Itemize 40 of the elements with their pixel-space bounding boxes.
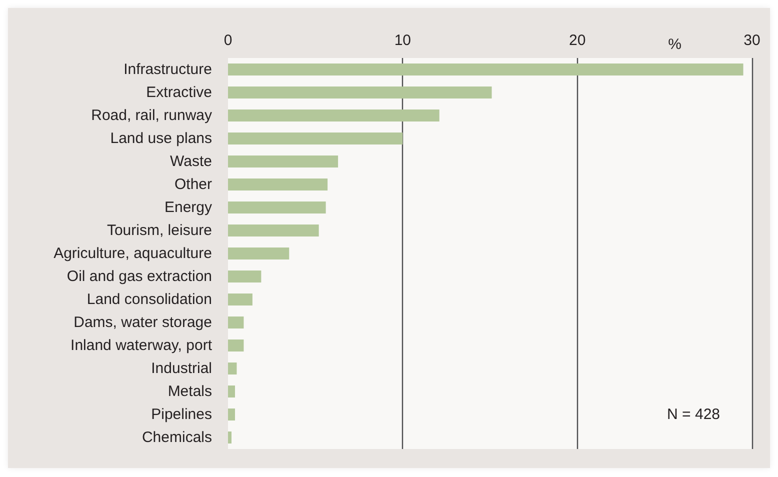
y-tick-label: Land use plans <box>110 130 212 147</box>
x-tick-label: 0 <box>224 32 232 49</box>
y-tick-label: Industrial <box>151 360 212 377</box>
y-tick-label: Dams, water storage <box>74 314 212 331</box>
y-tick-label: Metals <box>168 383 212 400</box>
bar <box>228 64 744 76</box>
bar <box>228 386 235 398</box>
y-tick-label: Tourism, leisure <box>106 222 212 239</box>
bar <box>228 178 328 190</box>
bar <box>228 408 235 420</box>
y-tick-label: Road, rail, runway <box>91 107 212 124</box>
bar <box>228 432 232 444</box>
annotation: N = 428 <box>667 406 720 423</box>
y-tick-label: Energy <box>164 199 212 216</box>
bar <box>228 156 338 168</box>
bar <box>228 362 237 374</box>
bar <box>228 294 252 306</box>
y-tick-label: Other <box>174 176 212 193</box>
y-tick-label: Extractive <box>146 84 212 101</box>
y-tick-label: Land consolidation <box>86 291 212 308</box>
y-tick-label: Waste <box>170 153 212 170</box>
bar <box>228 132 403 144</box>
x-tick-label: 10 <box>394 32 412 49</box>
y-tick-label: Oil and gas extraction <box>66 268 212 285</box>
bar <box>228 248 290 260</box>
y-tick-label: Chemicals <box>142 429 212 446</box>
bar <box>228 340 244 352</box>
y-tick-label: Agriculture, aquaculture <box>54 245 212 262</box>
bar <box>228 86 492 98</box>
x-axis-title: % <box>668 36 682 53</box>
bar <box>228 202 326 214</box>
y-tick-label: Pipelines <box>151 406 212 423</box>
bar <box>228 110 440 122</box>
y-tick-label: Inland waterway, port <box>70 337 213 354</box>
bar <box>228 224 319 236</box>
y-tick-label: Infrastructure <box>124 61 212 78</box>
x-tick-label: 30 <box>744 32 760 49</box>
bar <box>228 270 262 282</box>
x-tick-label: 20 <box>568 32 586 49</box>
bar <box>228 316 244 328</box>
